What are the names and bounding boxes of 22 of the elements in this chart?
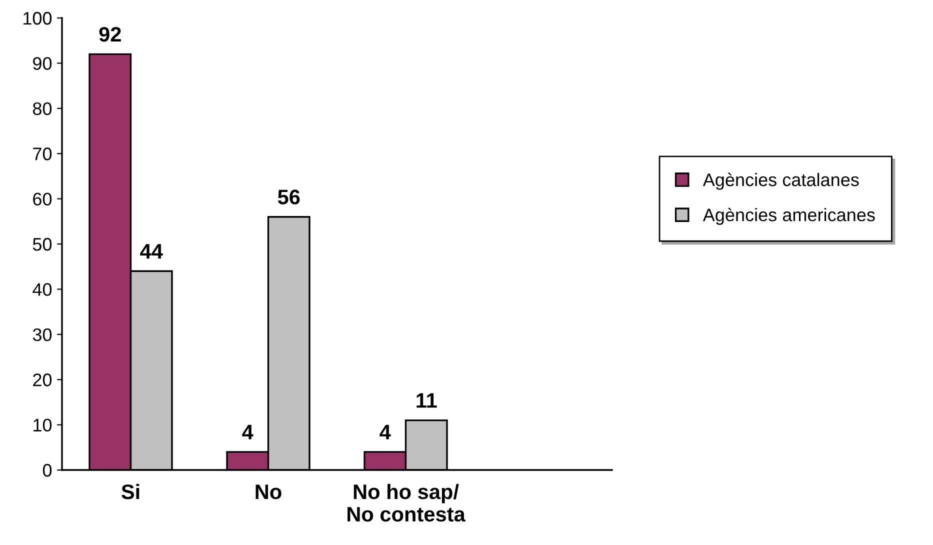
y-tick-label: 50 bbox=[32, 238, 52, 251]
y-tick-label: 30 bbox=[32, 328, 52, 342]
y-tick-label: 0 bbox=[42, 464, 52, 477]
data-label: 4 bbox=[380, 424, 391, 440]
x-tick-label: Si bbox=[122, 484, 140, 500]
legend-label: Agències catalanes bbox=[702, 172, 859, 190]
data-label: 56 bbox=[278, 190, 300, 204]
y-tick-label: 80 bbox=[32, 102, 52, 116]
y-tick-label: 60 bbox=[33, 192, 52, 206]
data-label: 44 bbox=[140, 244, 163, 258]
y-tick-label: 10 bbox=[34, 418, 52, 432]
data-label: 11 bbox=[416, 393, 437, 408]
legend-label: Agències americanes bbox=[702, 208, 875, 225]
y-tick-label: 20 bbox=[33, 374, 52, 386]
y-tick-label: 70 bbox=[33, 148, 52, 160]
x-tick-label: No bbox=[256, 484, 282, 500]
y-tick-label: 90 bbox=[33, 57, 52, 70]
data-label: 92 bbox=[99, 26, 121, 42]
x-tick-label: No ho sap/ No contesta bbox=[348, 484, 466, 522]
y-tick-label: 100 bbox=[24, 12, 52, 25]
data-label: 4 bbox=[242, 424, 254, 440]
y-tick-label: 40 bbox=[32, 283, 52, 296]
